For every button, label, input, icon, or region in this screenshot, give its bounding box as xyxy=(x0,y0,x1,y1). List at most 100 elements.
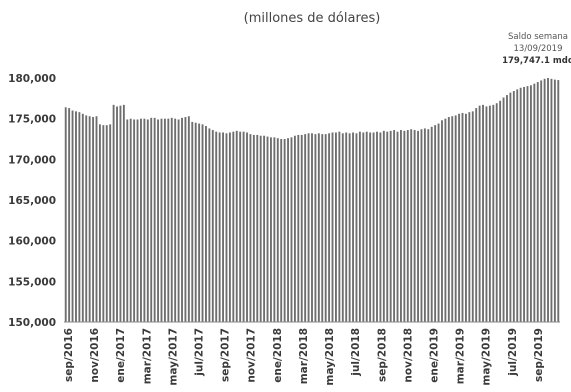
bar xyxy=(300,134,303,322)
bar xyxy=(256,134,259,322)
bar xyxy=(557,80,560,322)
y-tick-label: 155,000 xyxy=(8,276,56,288)
bar xyxy=(270,137,272,322)
bar xyxy=(488,105,491,323)
bar xyxy=(160,118,163,322)
bar xyxy=(355,133,358,322)
bar xyxy=(324,134,327,322)
bar xyxy=(249,134,252,322)
y-tick-label: 160,000 xyxy=(8,236,56,248)
x-tick-label: jul/2017 xyxy=(194,328,206,377)
bar xyxy=(263,135,266,322)
balance-annotation: Saldo semana 13/09/2019 179,747.1 mdd xyxy=(502,32,571,66)
y-tick-label: 150,000 xyxy=(8,317,56,329)
bar xyxy=(170,117,173,322)
bar xyxy=(287,138,289,322)
bars-group xyxy=(64,78,560,323)
bar xyxy=(239,131,242,322)
bar xyxy=(471,111,474,322)
bar xyxy=(464,113,467,322)
x-tick-label: ene/2019 xyxy=(429,328,441,383)
x-tick-label: sep/2018 xyxy=(376,328,388,382)
bar xyxy=(181,117,183,322)
bar xyxy=(540,80,543,322)
bar xyxy=(458,113,461,322)
bar xyxy=(211,130,214,322)
bar xyxy=(352,132,354,322)
bar xyxy=(519,87,522,322)
bar xyxy=(441,120,443,322)
bar xyxy=(420,129,423,322)
bar xyxy=(191,121,194,322)
bar xyxy=(536,82,539,322)
y-tick-label: 175,000 xyxy=(8,114,56,126)
x-tick-label: nov/2017 xyxy=(246,328,258,383)
x-tick-label: jul/2019 xyxy=(507,328,519,377)
bar xyxy=(153,117,156,322)
bar xyxy=(365,131,368,322)
bar xyxy=(205,125,207,323)
y-tick-label: 180,000 xyxy=(8,73,56,85)
bar xyxy=(163,118,166,322)
bar xyxy=(444,118,447,322)
bar xyxy=(533,83,536,322)
bar xyxy=(140,118,142,322)
bar xyxy=(266,136,269,322)
bar xyxy=(150,117,153,322)
bar xyxy=(400,130,402,322)
bar xyxy=(307,133,310,322)
bar xyxy=(543,78,546,322)
bar xyxy=(382,130,385,322)
bar xyxy=(280,139,283,322)
bar xyxy=(174,118,177,322)
bar xyxy=(242,131,245,322)
bar xyxy=(379,132,382,322)
bar xyxy=(215,131,218,322)
bar xyxy=(297,134,300,322)
bar xyxy=(447,117,450,322)
bar xyxy=(116,106,118,322)
bar xyxy=(495,103,498,323)
bar xyxy=(92,117,95,322)
bar xyxy=(451,116,454,322)
x-tick-label: may/2018 xyxy=(324,328,336,386)
bar xyxy=(393,130,396,322)
x-tick-label: may/2017 xyxy=(167,328,179,386)
bar xyxy=(208,128,211,322)
bar xyxy=(468,112,471,322)
bar xyxy=(276,138,279,322)
bar xyxy=(283,139,286,322)
bar xyxy=(68,108,71,322)
bar xyxy=(389,130,392,322)
x-tick-label: mar/2019 xyxy=(455,328,467,384)
bar xyxy=(105,125,108,322)
x-tick-label: mar/2018 xyxy=(298,328,310,384)
bar xyxy=(454,115,457,322)
bar xyxy=(235,130,238,322)
bar xyxy=(331,132,334,322)
bar xyxy=(314,134,317,322)
x-tick-label: nov/2016 xyxy=(89,328,101,383)
bar xyxy=(177,119,180,322)
y-axis: 150,000 155,000 160,000 165,000 170,000 175,0… xyxy=(8,73,56,329)
annotation-line-3: 179,747.1 mdd xyxy=(502,56,571,66)
bar xyxy=(129,118,132,322)
bar xyxy=(293,135,296,322)
x-tick-label: sep/2016 xyxy=(63,328,75,382)
bar xyxy=(167,118,170,322)
x-tick-label: sep/2017 xyxy=(220,328,232,382)
bar xyxy=(259,135,262,322)
bar xyxy=(95,116,98,322)
bar xyxy=(146,119,149,322)
bar xyxy=(252,134,255,322)
y-tick-label: 170,000 xyxy=(8,154,56,166)
bar xyxy=(133,119,136,322)
bar xyxy=(485,106,488,322)
bar xyxy=(492,104,495,322)
x-tick-label: mar/2017 xyxy=(141,328,153,384)
bar xyxy=(198,123,201,322)
bar xyxy=(478,105,481,323)
bar xyxy=(157,119,160,322)
bar xyxy=(321,134,324,322)
